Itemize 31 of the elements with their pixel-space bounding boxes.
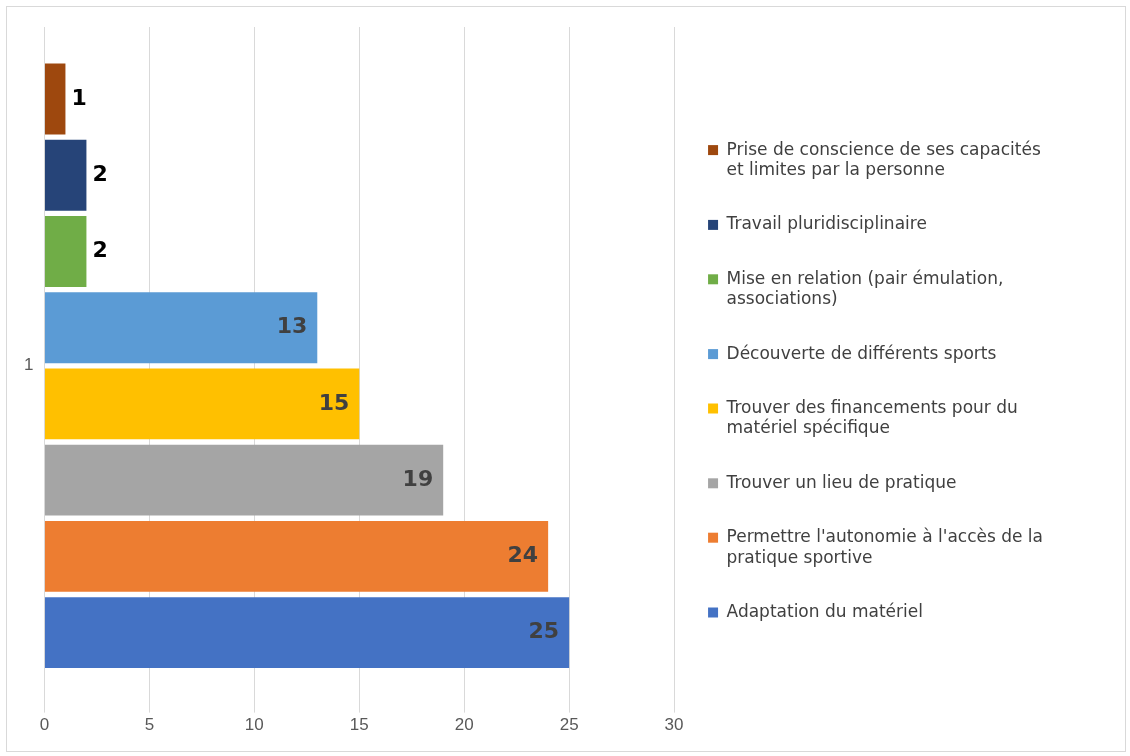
data-label: 1 bbox=[71, 84, 87, 110]
bar bbox=[44, 368, 360, 440]
data-label: 2 bbox=[92, 237, 108, 263]
data-label: 19 bbox=[402, 465, 434, 491]
data-label: 15 bbox=[318, 389, 350, 415]
legend-label: Découverte de différents sports bbox=[726, 342, 997, 363]
bar bbox=[44, 444, 444, 516]
legend-label: Mise en relation (pair émulation, associations) bbox=[726, 267, 1004, 309]
bar bbox=[44, 63, 66, 135]
x-tick-label: 0 bbox=[39, 715, 50, 735]
x-tick-label: 10 bbox=[244, 715, 264, 735]
legend-label: Adaptation du matériel bbox=[726, 600, 923, 621]
data-label: 2 bbox=[92, 160, 108, 186]
bar bbox=[44, 292, 318, 364]
legend-label: Permettre l'autonomie à l'accès de la pratique sportive bbox=[726, 526, 1044, 567]
legend-label: Travail pluridisciplinaire bbox=[725, 213, 927, 234]
x-tick-label: 15 bbox=[349, 715, 369, 735]
data-label: 25 bbox=[528, 618, 560, 644]
x-tick-label: 25 bbox=[559, 715, 579, 735]
data-label: 24 bbox=[507, 542, 539, 568]
x-tick-label: 5 bbox=[144, 715, 155, 735]
bar bbox=[44, 520, 549, 592]
bar bbox=[44, 139, 87, 211]
bar bbox=[44, 597, 570, 669]
legend-label: Trouver un lieu de pratique bbox=[725, 471, 957, 492]
legend-label: Prise de conscience de ses capacités et limites par la personne bbox=[726, 138, 1041, 179]
x-tick-label: 30 bbox=[664, 715, 684, 735]
data-label: 13 bbox=[276, 313, 308, 339]
bar bbox=[44, 216, 87, 287]
legend-label: Trouver des financements pour du matériel spécifique bbox=[725, 396, 1018, 438]
x-tick-label: 20 bbox=[454, 715, 474, 735]
